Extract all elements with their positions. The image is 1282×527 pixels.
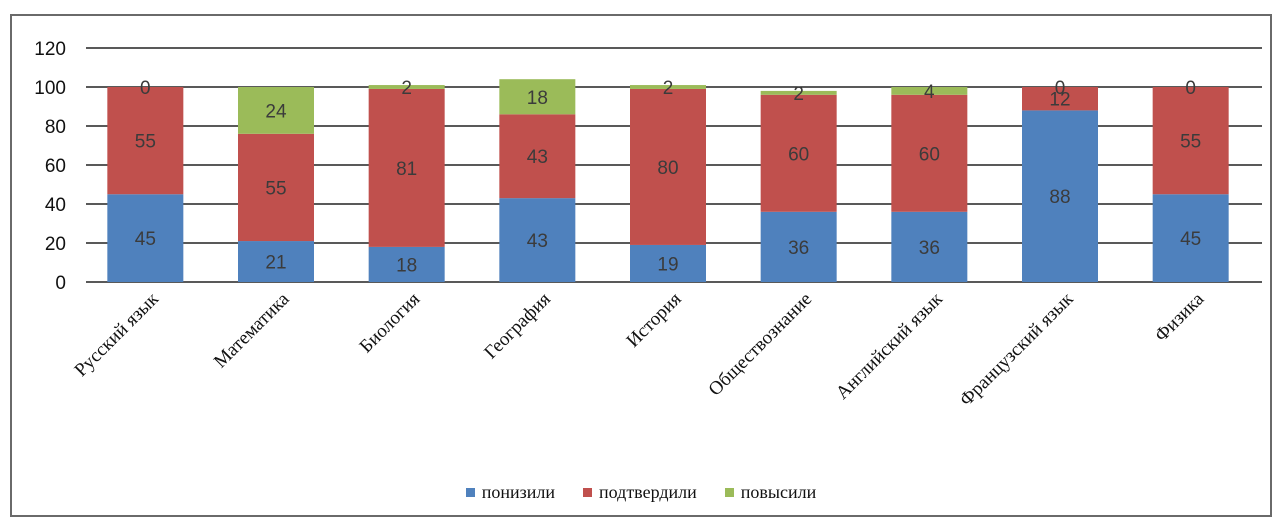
bar-segment [1022,110,1098,283]
data-label: 81 [396,159,417,180]
data-label: 19 [657,254,678,275]
y-tick-label: 100 [34,78,66,99]
data-label: 2 [401,78,412,99]
bar-segment [107,194,184,282]
y-tick-label: 80 [45,117,66,138]
bar-segment [499,114,576,199]
legend-item-ponizili: понизили [465,482,556,503]
y-tick-label: 40 [45,195,66,216]
data-label: 43 [527,231,548,252]
y-tick-label: 20 [45,234,66,255]
bar-segment [1152,194,1229,282]
data-label: 4 [924,82,935,103]
bar-segment [630,244,706,282]
legend-label-podtverdili: подтвердили [599,482,697,502]
legend-item-povysili: повысили [724,482,817,503]
bar-segment [630,85,706,89]
bar-segment [368,88,445,247]
x-tick-label: История [623,289,686,352]
bar-segment [760,94,837,212]
bar-segment [368,246,445,282]
bar-segment [368,85,445,89]
x-tick-label: География [480,289,555,364]
legend-swatch-podtverdili [583,488,593,497]
x-tick-label: Биология [356,289,425,358]
x-tick-label: Французский язык [956,288,1078,410]
x-tick-label: Физика [1151,288,1209,346]
data-label: 43 [527,147,548,168]
data-label: 24 [265,101,287,122]
data-label: 36 [919,238,940,259]
chart-legend: понизили подтвердили повысили [0,482,1282,503]
bar-segment [238,133,314,242]
data-label: 12 [1049,90,1070,111]
bar-segment [238,241,314,282]
x-tick-label: Обществознание [705,289,817,401]
bar-segment [891,211,968,282]
data-label: 0 [1185,78,1196,99]
data-label: 0 [140,78,151,99]
legend-swatch-povysili [724,488,734,497]
bar-segment [499,79,576,115]
y-tick-label: 0 [55,273,66,294]
legend-label-ponizili: понизили [481,482,556,502]
x-tick-label: Английский язык [832,288,947,403]
bar-segment [630,88,706,245]
data-label: 55 [265,178,286,199]
data-label: 45 [135,229,156,250]
bar-segment [760,211,837,282]
data-label: 88 [1049,187,1070,208]
data-label: 0 [1055,78,1066,99]
bar-segment [1152,87,1229,195]
bar-segment [499,198,576,282]
data-label: 18 [396,255,417,276]
data-label: 60 [919,144,940,165]
data-label: 80 [657,158,678,179]
legend-label-povysili: повысили [740,482,817,502]
x-tick-label: Математика [210,288,294,372]
data-label: 36 [788,238,809,259]
bar-segment [760,90,837,95]
y-tick-label: 60 [45,156,66,177]
legend-swatch-ponizili [465,488,475,497]
bar-segment [1022,87,1098,111]
data-label: 55 [135,132,156,153]
data-label: 2 [793,84,804,105]
bar-segment [891,87,968,95]
data-label: 55 [1180,132,1201,153]
data-label: 45 [1180,229,1201,250]
data-label: 60 [788,144,809,165]
data-label: 21 [265,253,286,274]
bar-segment [891,94,968,212]
data-label: 2 [663,78,674,99]
bar-segment [107,87,184,195]
y-tick-label: 120 [34,39,66,60]
x-tick-label: Русский язык [71,288,164,381]
legend-item-podtverdili: подтвердили [583,482,697,503]
bar-segment [238,87,314,134]
data-label: 18 [527,88,548,109]
